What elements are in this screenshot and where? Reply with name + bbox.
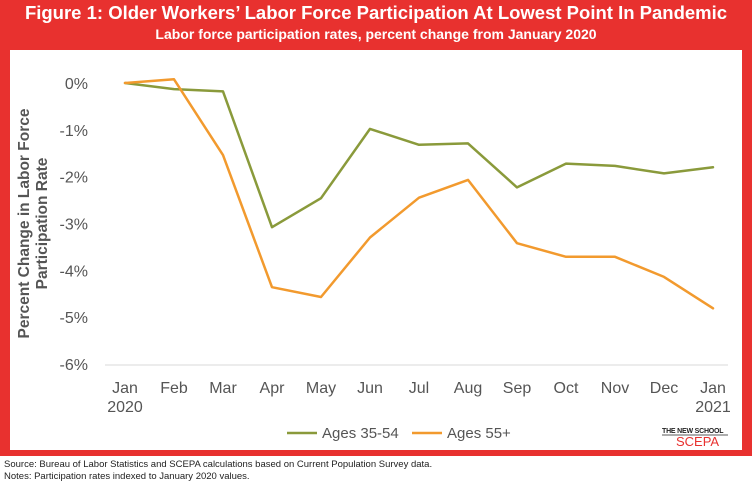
x-tick-label: Jun <box>357 380 383 397</box>
x-tick-label: May <box>306 380 336 397</box>
legend-label-2: Ages 55+ <box>447 425 511 442</box>
line-chart: 0% -1% -2% -3% -4% -5% -6% Percent Change in L… <box>16 76 731 449</box>
series-lines <box>123 78 715 310</box>
y-tick-label: -6% <box>60 357 88 374</box>
y-tick-label: -3% <box>60 217 88 234</box>
x-tick-label: Feb <box>160 380 188 397</box>
x-tick-label: Sep <box>503 380 532 397</box>
y-tick-label: -1% <box>60 123 88 140</box>
logo-main-text: SCEPA <box>676 434 719 449</box>
y-axis-label-line-1: Percent Change in Labor Force <box>16 108 33 338</box>
y-axis-ticks: 0% -1% -2% -3% -4% -5% -6% <box>60 76 88 374</box>
y-axis-label-line-2: Participation Rate <box>34 157 51 289</box>
series-line-1 <box>123 81 715 229</box>
legend: Ages 35-54 Ages 55+ <box>287 425 511 442</box>
x-tick-label: Jan 2021 <box>695 380 731 416</box>
participation-note: Notes: Participation rates indexed to Ja… <box>4 471 250 482</box>
x-tick-label: Jan 2020 <box>107 380 143 416</box>
y-tick-label: -2% <box>60 170 88 187</box>
figure-subtitle: Labor force participation rates, percent… <box>155 26 597 42</box>
x-tick-label: Jul <box>409 380 429 397</box>
y-axis-label: Percent Change in Labor Force Participati… <box>16 108 51 338</box>
chart-panel: 0% -1% -2% -3% -4% -5% -6% Percent Change in L… <box>10 50 742 450</box>
x-axis-ticks: Jan 2020 Feb Mar Apr May Jun Jul Aug Sep Oct Nov Dec… <box>107 380 731 416</box>
x-tick-label: Mar <box>209 380 237 397</box>
figure-title: Figure 1: Older Workers’ Labor Force Par… <box>24 2 728 23</box>
logo-top-text: THE NEW SCHOOL <box>662 428 724 435</box>
x-tick-label: Aug <box>454 380 482 397</box>
y-tick-label: 0% <box>65 76 88 93</box>
y-tick-label: -4% <box>60 263 88 280</box>
figure-frame: Figure 1: Older Workers’ Labor Force Par… <box>0 0 752 456</box>
scepa-logo: THE NEW SCHOOL SCEPA <box>662 428 728 449</box>
legend-label-1: Ages 35-54 <box>322 425 399 442</box>
x-tick-label: Apr <box>260 380 286 397</box>
series-line-2 <box>123 78 715 310</box>
x-tick-label: Nov <box>601 380 629 397</box>
y-tick-label: -5% <box>60 310 88 327</box>
x-tick-label: Oct <box>554 380 579 397</box>
x-tick-label: Dec <box>650 380 678 397</box>
source-note: Source: Bureau of Labor Statistics and S… <box>4 459 433 470</box>
